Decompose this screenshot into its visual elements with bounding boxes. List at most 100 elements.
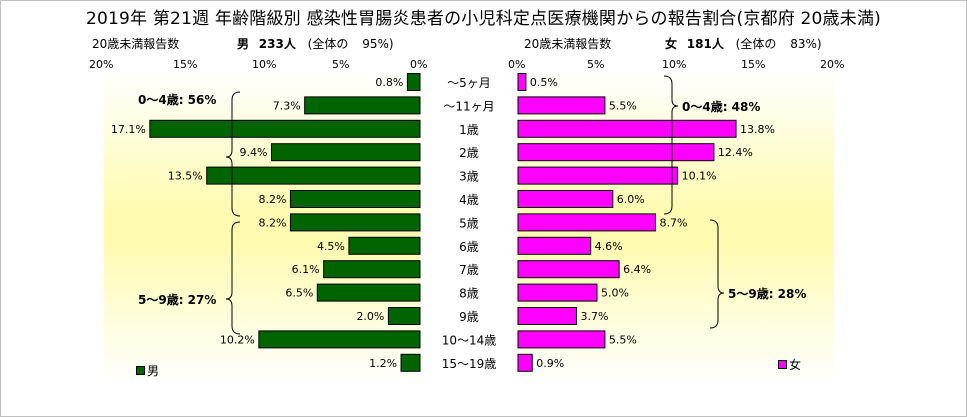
male-value-label: 7.3% — [273, 99, 301, 112]
male-brace-0-4 — [225, 91, 241, 217]
female-tick-0: 0% — [508, 58, 526, 71]
female-value-label: 5.5% — [609, 99, 637, 112]
female-bar — [517, 330, 606, 349]
female-sublabel: 20歳未満報告数 — [524, 37, 612, 51]
male-tick-10: 10% — [252, 58, 277, 71]
male-bar — [406, 73, 421, 91]
category-label: 3歳 — [459, 170, 479, 184]
male-value-label: 4.5% — [317, 240, 345, 253]
female-group-5-9-label: 5～9歳: 28% — [728, 286, 806, 301]
male-bar — [289, 213, 421, 232]
male-tick-20: 20% — [89, 58, 114, 71]
male-bar — [316, 283, 421, 302]
female-brace-5-9 — [709, 219, 725, 329]
category-label: 9歳 — [459, 310, 479, 324]
male-bar — [289, 190, 421, 208]
female-bar — [517, 283, 598, 302]
female-bar — [517, 166, 679, 185]
female-value-label: 6.4% — [623, 263, 651, 276]
male-tick-5: 5% — [332, 58, 350, 71]
female-total-pct: 83%) — [790, 37, 822, 51]
male-bar — [270, 143, 421, 162]
category-label: 2歳 — [459, 146, 479, 160]
male-bar — [323, 260, 421, 279]
male-value-label: 6.1% — [292, 263, 320, 276]
female-value-label: 0.5% — [530, 76, 558, 89]
female-legend: 女 — [778, 356, 801, 373]
female-bar — [517, 119, 737, 138]
female-value-label: 3.7% — [580, 310, 608, 323]
male-value-label: 0.8% — [375, 76, 403, 89]
male-bar — [149, 119, 421, 138]
male-count: 233人 — [258, 37, 296, 51]
female-legend-label: 女 — [789, 358, 802, 372]
male-bar — [206, 166, 421, 185]
category-label: ～11ヶ月 — [443, 99, 494, 113]
female-value-label: 10.1% — [682, 170, 717, 183]
male-legend-swatch — [136, 366, 145, 375]
female-tick-5: 5% — [587, 58, 605, 71]
category-label: 5歳 — [459, 216, 479, 230]
male-brace-5-9 — [225, 221, 241, 335]
female-bar — [517, 96, 606, 115]
male-bar — [348, 236, 421, 255]
female-value-label: 5.0% — [601, 287, 629, 300]
female-value-label: 6.0% — [617, 193, 645, 206]
female-brace-0-4 — [663, 75, 679, 215]
category-label: 15～19歳 — [442, 357, 497, 371]
male-legend-label: 男 — [147, 364, 160, 378]
male-bar — [304, 96, 421, 115]
female-value-label: 5.5% — [609, 333, 637, 346]
female-count: 181人 — [686, 37, 724, 51]
male-total-label: (全体の — [307, 37, 349, 51]
category-label: 6歳 — [459, 240, 479, 254]
female-sex: 女 — [664, 37, 677, 51]
category-label: ～5ヶ月 — [447, 76, 491, 90]
female-bar — [517, 213, 656, 232]
male-value-label: 2.0% — [356, 310, 384, 323]
male-value-label: 9.4% — [240, 146, 268, 159]
male-group-0-4-label: 0～4歳: 56% — [138, 92, 216, 107]
male-sublabel: 20歳未満報告数 — [92, 37, 180, 51]
female-bar — [517, 190, 614, 208]
female-value-label: 4.6% — [595, 240, 623, 253]
category-label: 4歳 — [459, 193, 479, 207]
female-group-0-4-label: 0～4歳: 48% — [682, 99, 760, 114]
female-tick-15: 15% — [741, 58, 766, 71]
female-bar — [517, 307, 577, 325]
male-bar — [400, 353, 421, 372]
female-value-label: 12.4% — [718, 146, 753, 159]
category-label: 8歳 — [459, 287, 479, 301]
female-bar — [517, 236, 592, 255]
male-header: 20歳未満報告数 男 233人 (全体の 95%) — [92, 35, 394, 52]
female-bar — [517, 260, 620, 279]
female-value-label: 8.7% — [659, 216, 687, 229]
female-header: 20歳未満報告数 女 181人 (全体の 83%) — [524, 35, 822, 52]
male-value-label: 8.2% — [258, 193, 286, 206]
female-value-label: 0.9% — [536, 357, 564, 370]
male-value-label: 10.2% — [220, 333, 255, 346]
female-tick-10: 10% — [662, 58, 687, 71]
female-bar — [517, 73, 527, 91]
female-total-label: (全体の — [735, 37, 777, 51]
female-tick-20: 20% — [820, 58, 845, 71]
category-label: 1歳 — [459, 123, 479, 137]
male-value-label: 1.2% — [369, 357, 397, 370]
category-label: 7歳 — [459, 263, 479, 277]
male-value-label: 17.1% — [111, 123, 146, 136]
female-bar — [517, 143, 715, 162]
male-bar — [387, 307, 421, 325]
female-legend-swatch — [778, 360, 787, 369]
male-legend: 男 — [136, 362, 159, 379]
male-total-pct: 95%) — [362, 37, 394, 51]
category-label: 10～14歳 — [442, 333, 497, 347]
male-tick-0: 0% — [410, 58, 428, 71]
female-bar — [517, 353, 533, 372]
male-group-5-9-label: 5～9歳: 27% — [138, 292, 216, 307]
male-tick-15: 15% — [173, 58, 198, 71]
male-value-label: 6.5% — [285, 287, 313, 300]
male-value-label: 8.2% — [258, 216, 286, 229]
female-value-label: 13.8% — [740, 123, 775, 136]
chart-title: 2019年 第21週 年齢階級別 感染性胃腸炎患者の小児科定点医療機関からの報告… — [85, 9, 881, 29]
